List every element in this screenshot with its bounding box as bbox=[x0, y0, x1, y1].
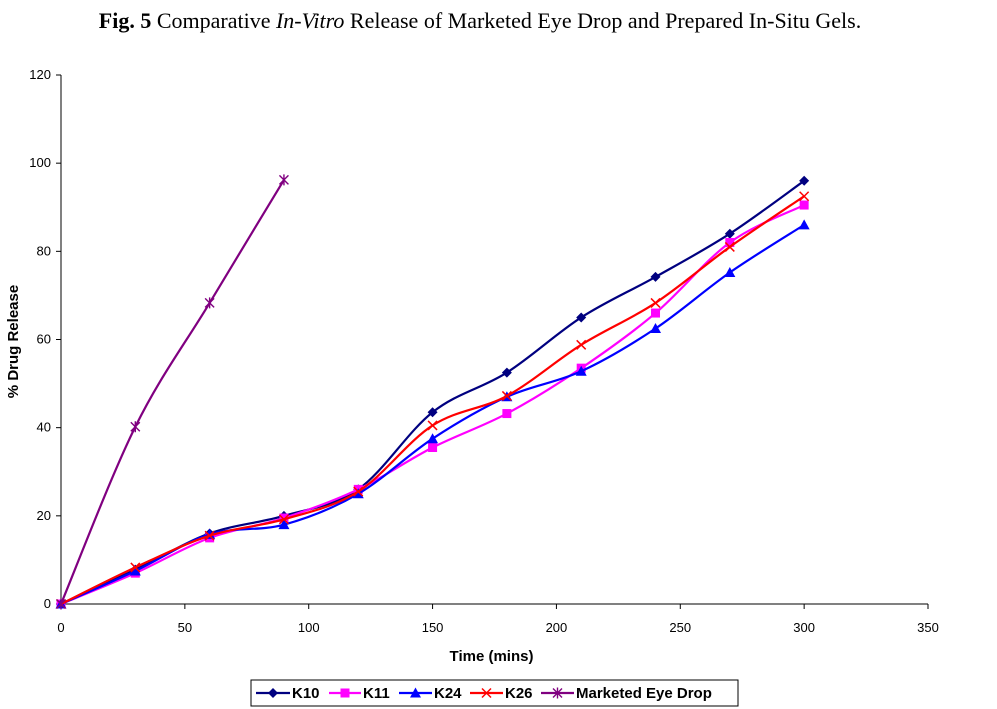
data-point-k26 bbox=[130, 562, 141, 573]
legend-marker-marketed-eye-drop bbox=[552, 687, 563, 699]
legend-item-k26: K26 bbox=[470, 685, 533, 702]
series-line-k11 bbox=[60, 204, 805, 606]
legend-label-marketed-eye-drop: Marketed Eye Drop bbox=[576, 685, 712, 702]
y-tick-label: 100 bbox=[29, 155, 51, 170]
y-tick-label: 80 bbox=[37, 243, 51, 258]
x-tick-label: 100 bbox=[298, 620, 320, 635]
series-line-marketed-eye-drop bbox=[59, 179, 285, 605]
legend-marker-k11 bbox=[340, 688, 350, 698]
y-axis-label: % Drug Release bbox=[5, 285, 22, 398]
y-tick-label: 0 bbox=[44, 596, 51, 611]
data-point-k26 bbox=[278, 514, 289, 525]
legend-marker-k26 bbox=[481, 687, 492, 699]
data-point-k26 bbox=[501, 390, 512, 401]
data-point-marketed-eye-drop bbox=[56, 598, 66, 610]
data-point-k11 bbox=[651, 308, 661, 318]
data-point-k26 bbox=[650, 297, 661, 308]
data-point-k24 bbox=[129, 565, 141, 576]
data-point-k10 bbox=[501, 367, 512, 378]
series-layer bbox=[55, 174, 810, 610]
figure-title: Fig. 5 Comparative In-Vitro Release of M… bbox=[0, 8, 960, 34]
x-tick-label: 300 bbox=[793, 620, 815, 635]
data-point-k24 bbox=[575, 365, 587, 376]
x-tick-label: 250 bbox=[669, 620, 691, 635]
series-marketed-eye-drop bbox=[56, 174, 289, 610]
data-point-k24 bbox=[724, 266, 736, 277]
data-point-k24 bbox=[352, 488, 364, 499]
legend-label-k24: K24 bbox=[434, 685, 462, 702]
legend: K10 K11 K24 K26 Marketed Eye Drop bbox=[250, 679, 739, 707]
x-tick-label: 200 bbox=[546, 620, 568, 635]
axes: 0 20 40 60 80 100 120 0 50 100 150 200 250 300 350 bbox=[29, 67, 939, 635]
data-point-k11 bbox=[428, 443, 438, 453]
series-line-k10 bbox=[60, 179, 805, 605]
series-line-k26 bbox=[60, 195, 805, 605]
legend-marker-k24 bbox=[410, 687, 421, 698]
data-point-k26 bbox=[799, 191, 810, 202]
data-point-marketed-eye-drop bbox=[204, 297, 215, 309]
data-point-k24 bbox=[798, 219, 810, 230]
y-tick-label: 120 bbox=[29, 67, 51, 82]
legend-marker-k10 bbox=[268, 688, 278, 698]
data-point-k10 bbox=[427, 407, 438, 418]
legend-item-marketed-eye-drop: Marketed Eye Drop bbox=[541, 685, 712, 702]
legend-item-k11: K11 bbox=[329, 685, 390, 702]
title-italic: In-Vitro bbox=[275, 8, 345, 33]
y-tick-label: 20 bbox=[37, 508, 51, 523]
data-point-k11 bbox=[279, 513, 289, 523]
data-point-k26 bbox=[204, 530, 215, 541]
data-point-marketed-eye-drop bbox=[130, 421, 141, 433]
data-point-k11 bbox=[799, 200, 809, 210]
legend-label-k11: K11 bbox=[363, 685, 390, 702]
title-text-1: Comparative bbox=[151, 8, 276, 33]
data-point-k11 bbox=[502, 409, 512, 419]
data-point-k26 bbox=[353, 486, 364, 497]
x-tick-label: 150 bbox=[422, 620, 444, 635]
data-point-k26 bbox=[576, 339, 587, 350]
data-point-k10 bbox=[650, 271, 661, 282]
data-point-k24 bbox=[278, 519, 290, 530]
data-point-k24 bbox=[650, 322, 662, 333]
figure-number: Fig. 5 bbox=[98, 8, 152, 33]
title-text-2: Release of Marketed Eye Drop and Prepare… bbox=[344, 8, 862, 33]
x-tick-label: 350 bbox=[917, 620, 939, 635]
legend-item-k24: K24 bbox=[399, 685, 462, 702]
data-point-k26 bbox=[427, 420, 438, 431]
legend-label-k26: K26 bbox=[505, 685, 533, 702]
legend-label-k10: K10 bbox=[292, 685, 320, 702]
series-k10 bbox=[56, 175, 810, 609]
y-tick-label: 60 bbox=[37, 332, 51, 347]
data-point-k11 bbox=[725, 238, 735, 248]
series-k11 bbox=[56, 200, 809, 609]
x-axis-label: Time (mins) bbox=[450, 648, 534, 665]
data-point-k24 bbox=[427, 433, 439, 444]
data-point-k10 bbox=[799, 175, 810, 186]
x-tick-label: 50 bbox=[178, 620, 192, 635]
data-point-k26 bbox=[724, 241, 735, 252]
data-point-marketed-eye-drop bbox=[278, 174, 289, 186]
data-point-k10 bbox=[724, 228, 735, 239]
data-point-k10 bbox=[576, 312, 587, 323]
x-tick-label: 0 bbox=[57, 620, 64, 635]
y-tick-label: 40 bbox=[37, 420, 51, 435]
legend-item-k10: K10 bbox=[256, 685, 320, 702]
